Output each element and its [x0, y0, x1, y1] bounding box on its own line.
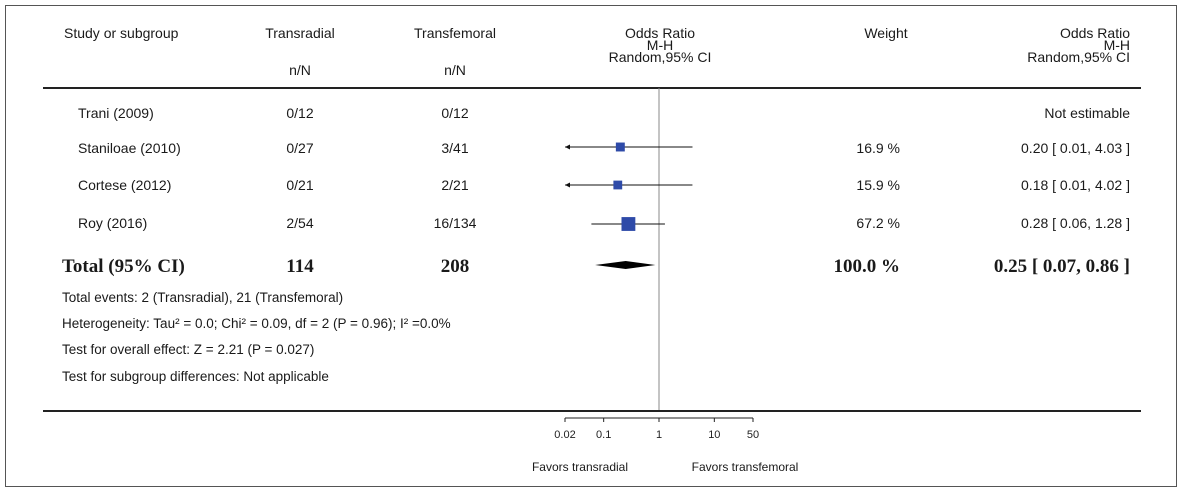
- x-tick-label-4: 50: [747, 429, 759, 441]
- study-weight-3: 67.2 %: [856, 215, 900, 231]
- study-ci-3: 0.28 [ 0.06, 1.28 ]: [1021, 215, 1130, 231]
- study-name-2: Cortese (2012): [78, 177, 172, 193]
- header-odds-ratio-2-method: M-H: [1103, 37, 1130, 53]
- header-odds-ratio: Odds Ratio: [624, 25, 696, 41]
- header-odds-ratio-2-model: Random,95% CI: [1027, 49, 1130, 65]
- footnote-subgroup: Test for subgroup differences: Not appli…: [62, 369, 329, 384]
- study-ci-2: 0.18 [ 0.01, 4.02 ]: [1021, 177, 1130, 193]
- footnote-events: Total events: 2 (Transradial), 21 (Trans…: [62, 290, 344, 305]
- header-odds-ratio-2: Odds Ratio: [1059, 25, 1130, 41]
- header-odds-ratio-model: Random,95% CI: [608, 49, 712, 65]
- header-odds-ratio-method: M-H: [646, 37, 674, 53]
- header-rule: [43, 87, 1141, 89]
- study-tf-2: 2/21: [441, 177, 469, 193]
- study-tf-0: 0/12: [441, 105, 469, 121]
- pooled-diamond: [595, 261, 656, 269]
- total-ci: 0.25 [ 0.07, 0.86 ]: [993, 256, 1130, 277]
- footnote-overall: Test for overall effect: Z = 2.21 (P = 0…: [62, 342, 315, 357]
- ci-arrow-2: [565, 182, 570, 188]
- x-tick-label-2: 1: [656, 429, 662, 441]
- study-tr-2: 0/21: [286, 177, 314, 193]
- study-tf-1: 3/41: [441, 140, 469, 156]
- x-tick-label-0: 0.02: [554, 429, 575, 441]
- study-weight-1: 16.9 %: [856, 140, 900, 156]
- header-transradial: Transradial: [265, 25, 335, 41]
- total-weight: 100.0 %: [833, 256, 901, 277]
- footnote-heterogeneity: Heterogeneity: Tau² = 0.0; Chi² = 0.09, …: [62, 316, 451, 331]
- point-estimate-1: [615, 142, 625, 152]
- study-name-0: Trani (2009): [78, 105, 154, 121]
- total-tf: 208: [440, 256, 470, 277]
- ci-arrow-1: [565, 144, 570, 150]
- study-tr-3: 2/54: [286, 215, 314, 231]
- figure-frame: [5, 5, 1177, 487]
- x-tick-label-3: 10: [708, 429, 720, 441]
- favors-left-label: Favors transradial: [531, 460, 629, 474]
- study-ci-1: 0.20 [ 0.01, 4.03 ]: [1021, 140, 1130, 156]
- total-tr: 114: [286, 256, 314, 277]
- header-n-transradial: n/N: [289, 62, 311, 78]
- study-tf-3: 16/134: [433, 215, 477, 231]
- study-weight-2: 15.9 %: [856, 177, 900, 193]
- header-study: Study or subgroup: [64, 25, 179, 41]
- header-transfemoral: Transfemoral: [414, 25, 496, 41]
- point-estimate-3: [621, 217, 636, 231]
- header-n-transfemoral: n/N: [444, 62, 466, 78]
- point-estimate-2: [613, 180, 623, 190]
- study-tr-0: 0/12: [286, 105, 314, 121]
- x-tick-label-1: 0.1: [596, 429, 611, 441]
- footer-rule: [43, 410, 1141, 412]
- study-ci-0: Not estimable: [1044, 105, 1130, 121]
- header-weight: Weight: [864, 25, 908, 41]
- study-name-1: Staniloae (2010): [78, 140, 181, 156]
- favors-right-label: Favors transfemoral: [691, 460, 799, 474]
- study-tr-1: 0/27: [286, 140, 314, 156]
- total-label: Total (95% CI): [62, 256, 185, 277]
- study-name-3: Roy (2016): [78, 215, 148, 231]
